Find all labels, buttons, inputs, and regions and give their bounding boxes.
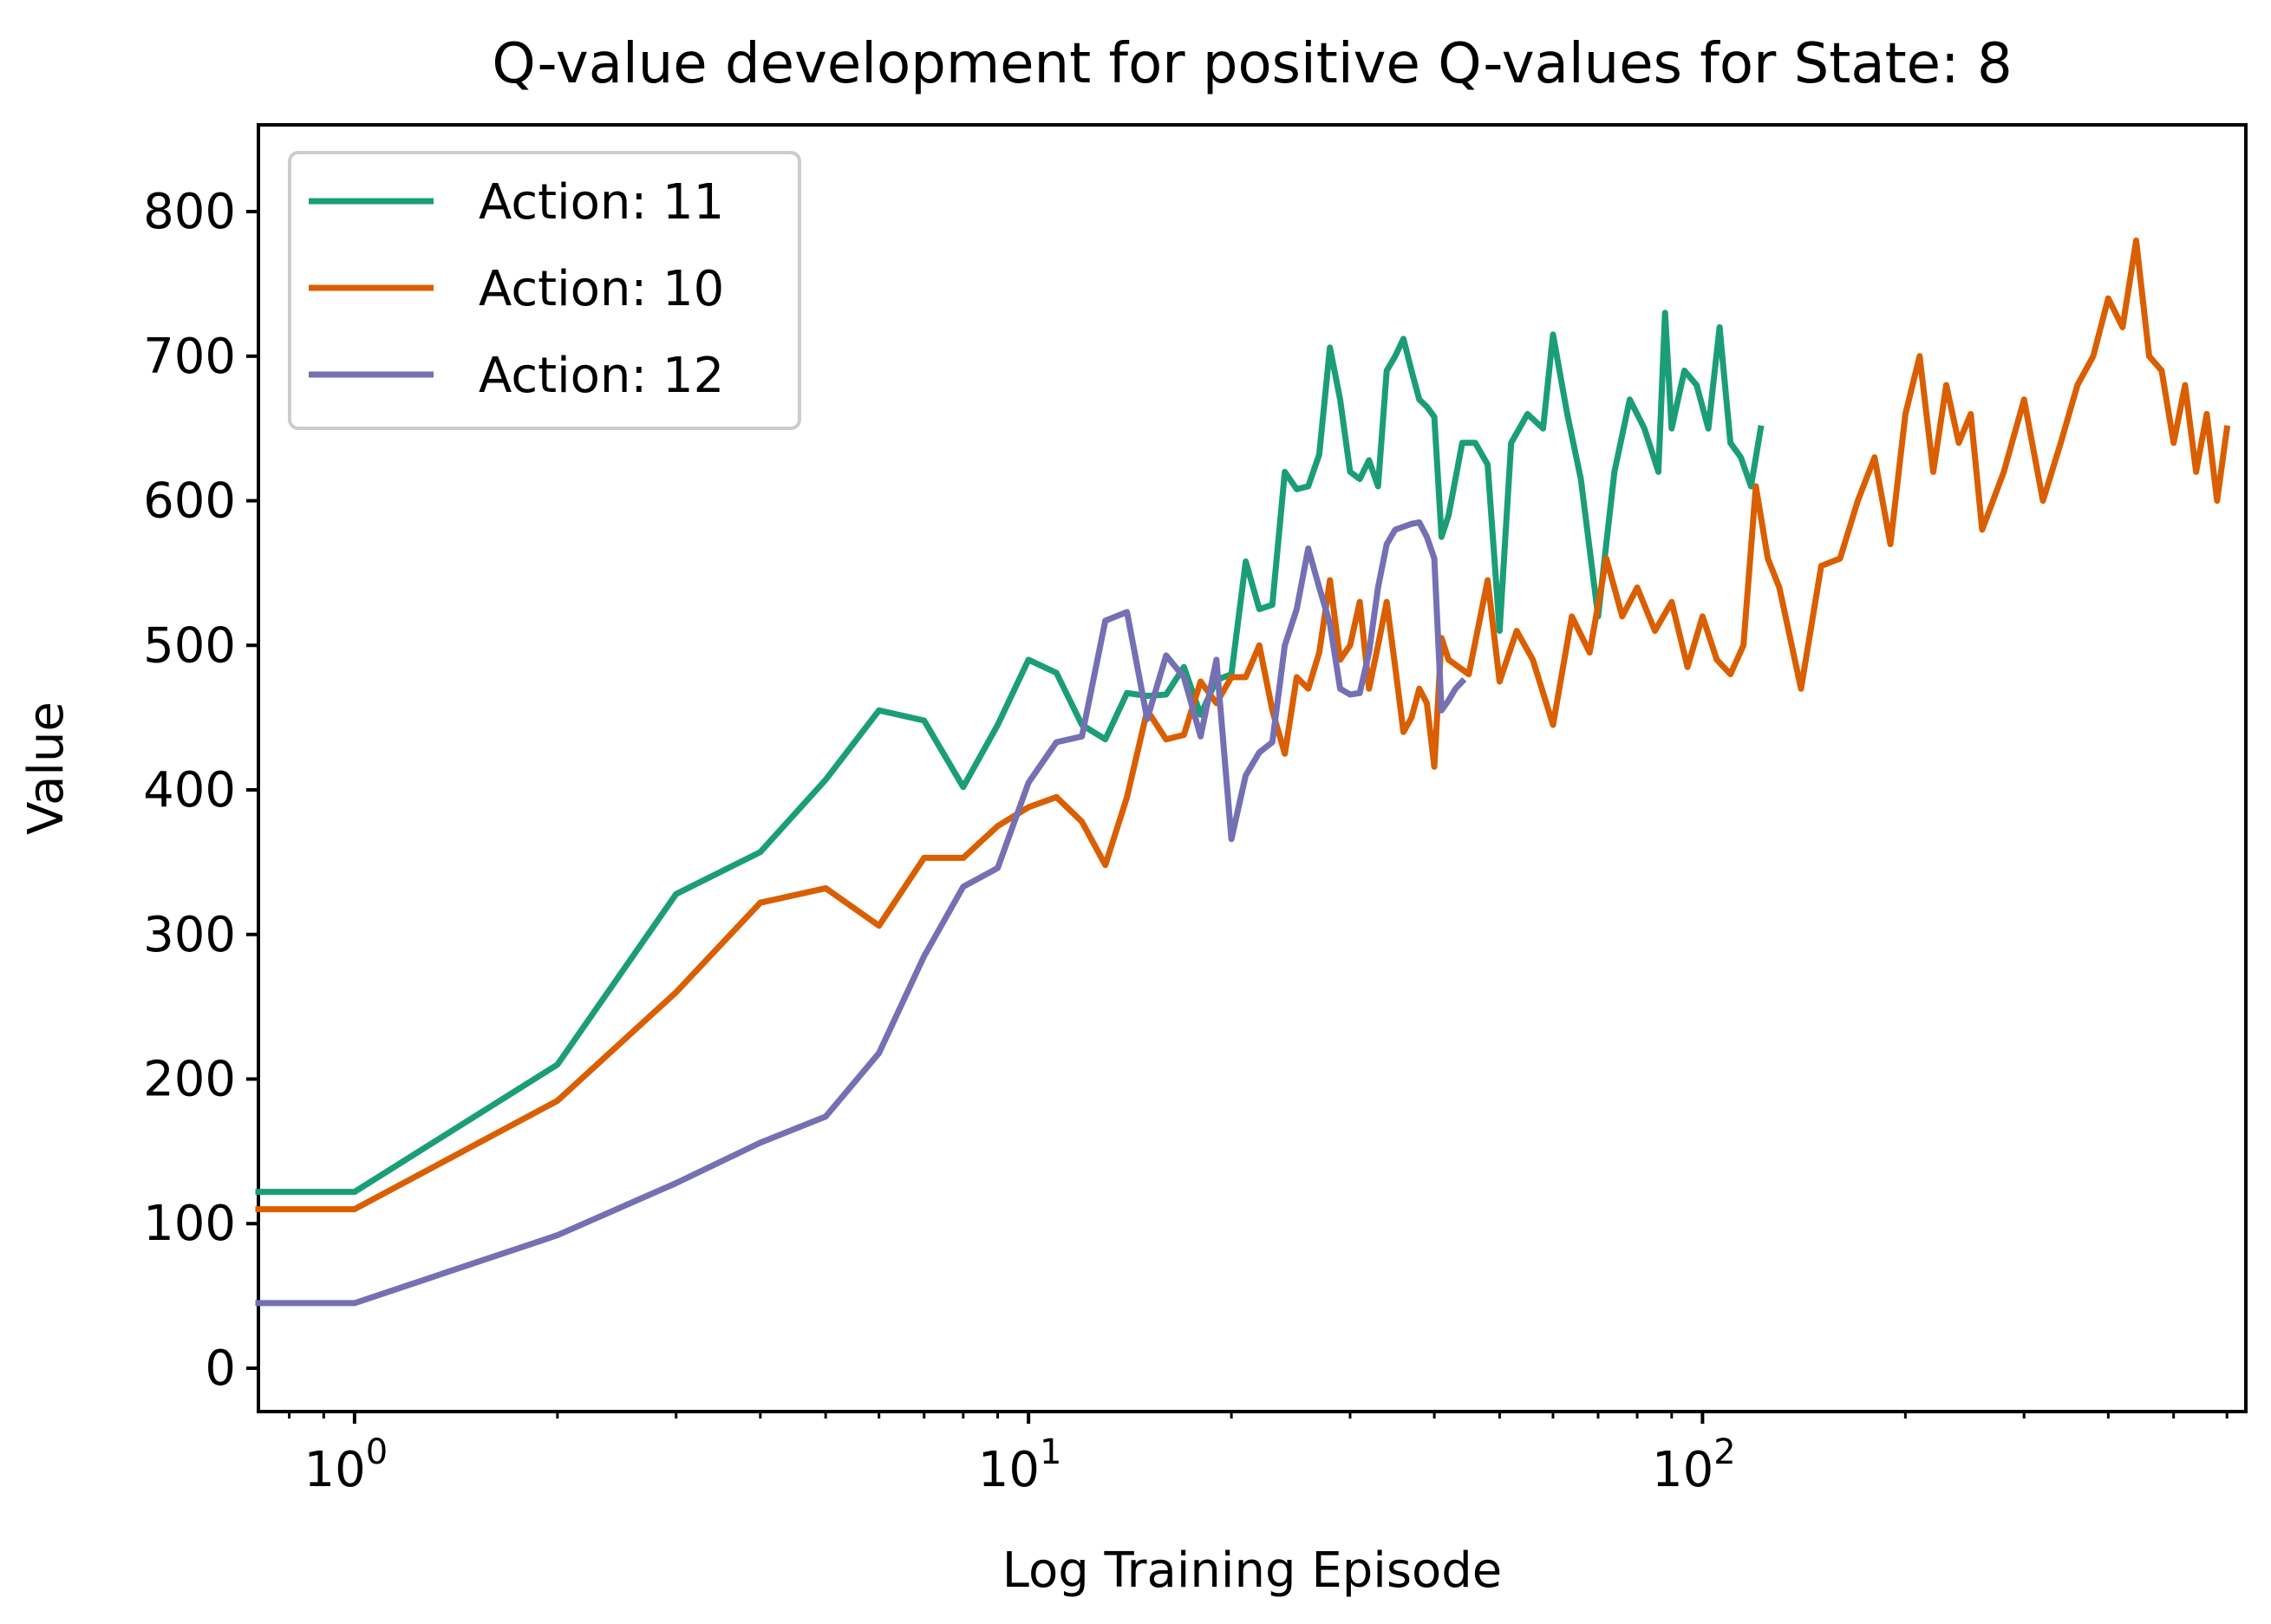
y-tick-label: 700	[143, 329, 236, 385]
legend-box	[288, 151, 801, 430]
series-line-3	[255, 519, 1467, 1307]
x-axis-ticks: 100 101 102	[288, 1412, 2229, 1498]
y-axis-label: Value	[18, 701, 75, 835]
y-tick-label: 600	[143, 473, 236, 530]
series-lines	[255, 237, 2231, 1307]
y-axis-ticks: 0 100 200 300 400 500 600 700 800	[143, 184, 258, 1397]
legend-label-1: Action: 11	[479, 174, 724, 231]
x-tick-label: 100	[304, 1432, 388, 1498]
legend: Action: 11 Action: 10 Action: 12	[288, 151, 801, 430]
y-tick-label: 100	[143, 1196, 236, 1252]
x-axis-label: Log Training Episode	[1002, 1542, 1503, 1599]
y-tick-label: 800	[143, 184, 236, 240]
y-tick-label: 200	[143, 1051, 236, 1107]
series-line-2	[255, 237, 2231, 1213]
y-tick-label: 400	[143, 762, 236, 819]
x-tick-label: 101	[978, 1432, 1062, 1498]
legend-label-3: Action: 12	[479, 348, 724, 404]
y-tick-label: 500	[143, 617, 236, 674]
legend-label-2: Action: 10	[479, 261, 724, 317]
chart-title: Q-value development for positive Q-value…	[492, 32, 2012, 96]
x-tick-label: 102	[1652, 1432, 1736, 1498]
series-line-1	[255, 310, 1765, 1196]
y-tick-label: 300	[143, 907, 236, 963]
y-tick-label: 0	[205, 1340, 236, 1397]
